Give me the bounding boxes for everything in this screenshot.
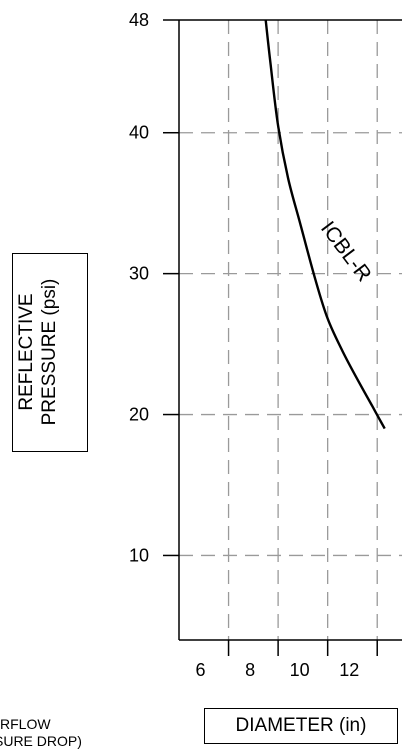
y-tick-label-48: 48 [129, 10, 149, 30]
x-tick-label-12: 12 [339, 660, 359, 680]
x-tick-label-10: 10 [290, 660, 310, 680]
y-tick-label-30: 30 [129, 264, 149, 284]
y-tick-label-40: 40 [129, 123, 149, 143]
y-axis-label-line-1: REFLECTIVE [16, 293, 37, 411]
x-tick-label-8: 8 [245, 660, 255, 680]
footnote-line-1: RFLOW [0, 716, 51, 732]
footnote-line-2: SURE DROP) [0, 733, 82, 749]
axes [163, 19, 402, 656]
y-axis-label-box [12, 253, 88, 452]
series-line-icbl-r [264, 19, 386, 430]
grid [179, 20, 402, 640]
y-axis-label-line-2: PRESSURE (psi) [39, 278, 60, 426]
series: ICBL-R [264, 19, 386, 430]
series-annotation-label: ICBL-R [316, 217, 376, 286]
y-tick-label-20: 20 [129, 405, 149, 425]
tick-labels: 10 20 30 40 48 6 8 10 12 [129, 10, 359, 680]
x-tick-label-6: 6 [196, 660, 206, 680]
footnote: RFLOW SURE DROP) [0, 716, 140, 749]
x-axis-label-box: DIAMETER (in) [204, 708, 398, 744]
y-axis-label: REFLECTIVE PRESSURE (psi) [15, 279, 61, 426]
y-tick-label-10: 10 [129, 545, 149, 565]
x-axis-label: DIAMETER (in) [235, 715, 367, 736]
